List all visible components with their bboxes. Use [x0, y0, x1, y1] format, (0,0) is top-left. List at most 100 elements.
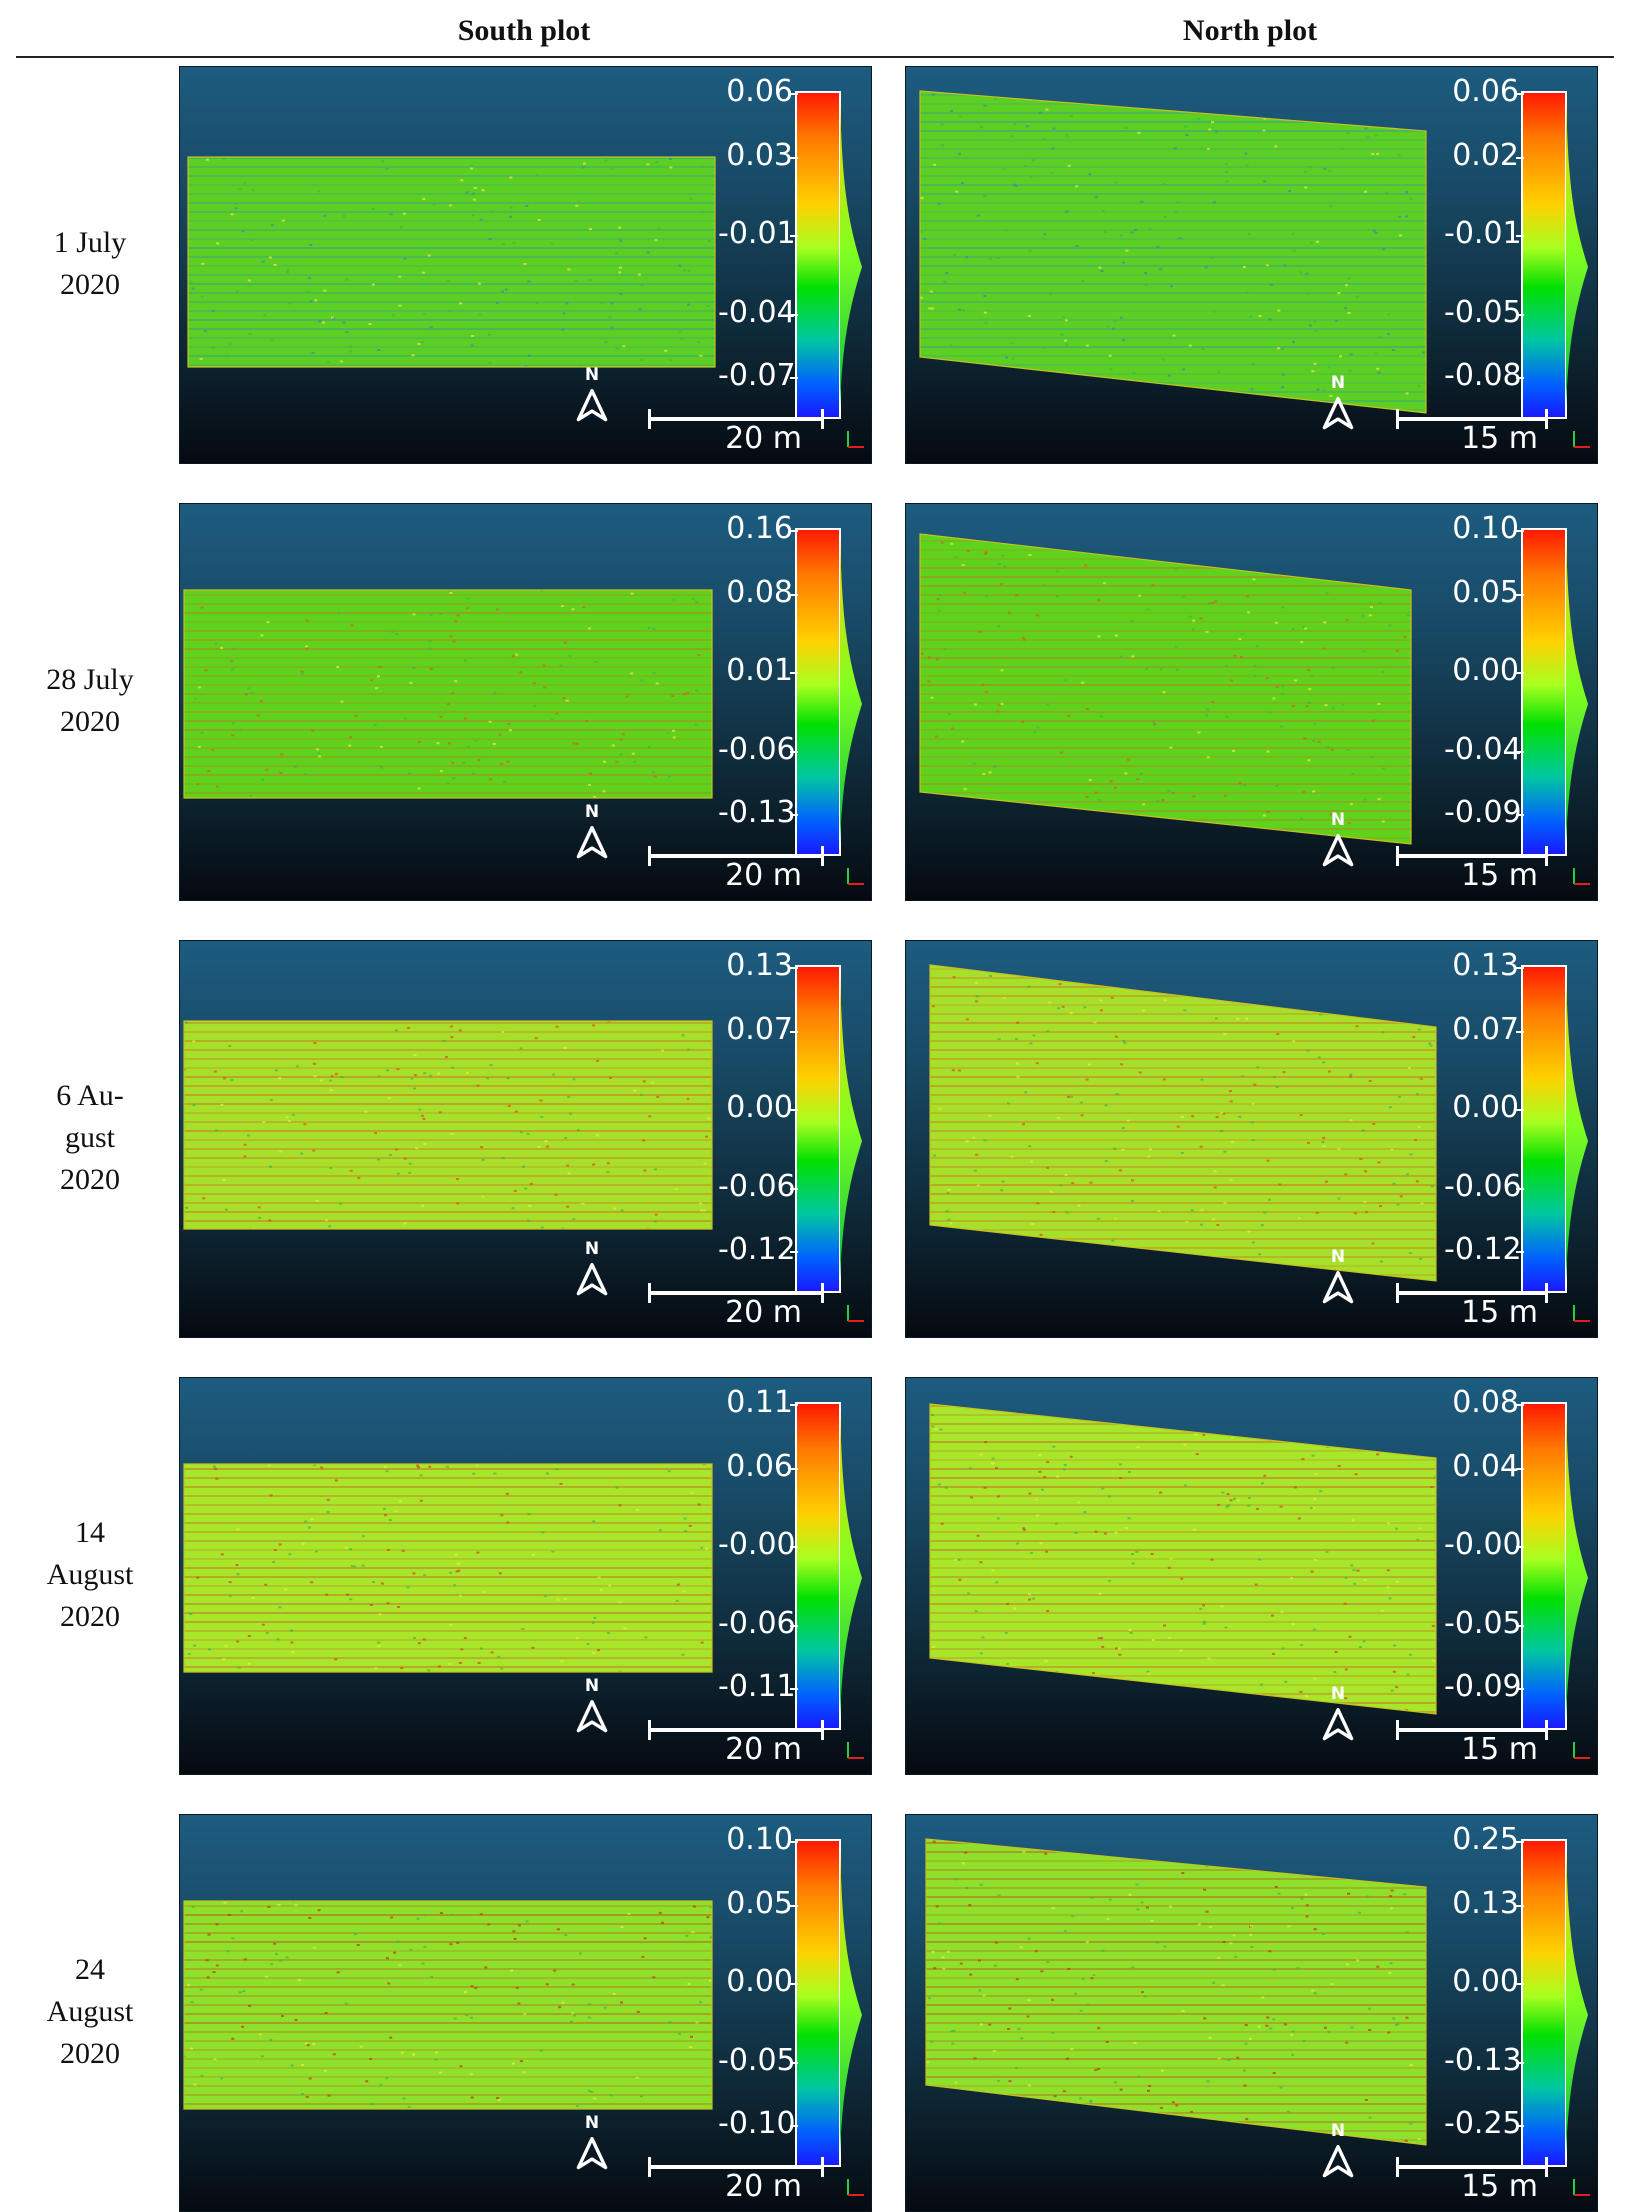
- north-arrow-icon: [572, 389, 612, 423]
- colorbar-tick-label: 0.04: [1444, 1450, 1519, 1484]
- colorbar-tick-mark: [790, 1841, 798, 1843]
- colorbar-histogram: [1566, 1845, 1594, 2155]
- colorbar-tick-label: -0.13: [718, 796, 793, 830]
- axes-icon: [1572, 2177, 1592, 2197]
- colorbar-tick-mark: [1516, 1841, 1524, 1843]
- colorbar-histogram: [1566, 1408, 1594, 1718]
- north-arrow-icon: [572, 2137, 612, 2171]
- colorbar-tick-mark: [1516, 1031, 1524, 1033]
- colorbar-tick-label: 0.08: [1444, 1386, 1519, 1420]
- row-label-line: 6 Au-: [20, 1075, 160, 1117]
- row-label-line: 2020: [20, 701, 160, 743]
- colorbar-tick-label: 0.10: [718, 1823, 793, 1857]
- colorbar-tick-mark: [1516, 93, 1524, 95]
- point-cloud-field: [906, 1378, 1597, 1774]
- colorbar-tick-mark: [1516, 672, 1524, 674]
- scale-bar-label: 15 m: [1446, 421, 1538, 456]
- colorbar-tick-mark: [790, 1109, 798, 1111]
- colorbar-tick-label: 0.13: [718, 949, 793, 983]
- colorbar-tick-mark: [1516, 1546, 1524, 1548]
- colorbar-tick-label: -0.06: [718, 733, 793, 767]
- row-label-line: 28 July: [20, 659, 160, 701]
- colorbar-tick-label: 0.07: [1444, 1013, 1519, 1047]
- colorbar-tick-mark: [790, 1688, 798, 1690]
- row-label-line: 2020: [20, 264, 160, 306]
- colorbar-tick-mark: [790, 1546, 798, 1548]
- colorbar-tick-mark: [790, 1031, 798, 1033]
- colorbar-tick-mark: [1516, 1251, 1524, 1253]
- colorbar-tick-label: -0.08: [1444, 359, 1519, 393]
- colorbar-tick-label: 0.16: [718, 512, 793, 546]
- colorbar-tick-label: 0.10: [1444, 512, 1519, 546]
- colorbar-tick-label: -0.01: [718, 217, 793, 251]
- colorbar: [1521, 965, 1567, 1293]
- colorbar-tick-label: 0.01: [718, 654, 793, 688]
- axes-icon: [846, 1740, 866, 1760]
- colorbar-tick-mark: [1516, 814, 1524, 816]
- north-label: N: [572, 365, 612, 385]
- header-rule: [16, 56, 1614, 58]
- colorbar-tick-label: 0.05: [718, 1887, 793, 1921]
- scale-bar-label: 15 m: [1446, 2169, 1538, 2204]
- scale-bar-label: 20 m: [710, 1295, 802, 1330]
- colorbar-tick-label: 0.05: [1444, 576, 1519, 610]
- colorbar: [795, 965, 841, 1293]
- scale-bar-label: 20 m: [710, 1732, 802, 1767]
- axes-icon: [1572, 866, 1592, 886]
- colorbar-tick-label: -0.05: [718, 2044, 793, 2078]
- colorbar-tick-mark: [790, 1625, 798, 1627]
- colorbar-tick-label: -0.12: [718, 1233, 793, 1267]
- axes-icon: [1572, 1740, 1592, 1760]
- colorbar-tick-label: -0.09: [1444, 1670, 1519, 1704]
- north-arrow-icon: [572, 1700, 612, 1734]
- colorbar-tick-mark: [790, 1188, 798, 1190]
- colorbar-tick-label: 0.07: [718, 1013, 793, 1047]
- north-arrow-icon: [1318, 834, 1358, 868]
- column-header-south: South plot: [174, 14, 874, 48]
- colorbar-tick-mark: [1516, 1905, 1524, 1907]
- north-arrow-icon: [1318, 397, 1358, 431]
- colorbar-histogram: [840, 97, 868, 407]
- colorbar-tick-mark: [1516, 2062, 1524, 2064]
- colorbar: [795, 528, 841, 856]
- colorbar-tick-label: -0.00: [1444, 1528, 1519, 1562]
- point-cloud-field: [180, 1815, 871, 2211]
- colorbar-tick-label: 0.00: [718, 1091, 793, 1125]
- colorbar-tick-mark: [790, 93, 798, 95]
- colorbar-tick-mark: [790, 814, 798, 816]
- axes-icon: [1572, 429, 1592, 449]
- colorbar-tick-mark: [1516, 314, 1524, 316]
- scale-bar-label: 15 m: [1446, 858, 1538, 893]
- colorbar-tick-mark: [1516, 594, 1524, 596]
- colorbar: [1521, 91, 1567, 419]
- axes-icon: [846, 429, 866, 449]
- colorbar-tick-mark: [790, 751, 798, 753]
- north-label: N: [1318, 373, 1358, 393]
- row-label-line: 2020: [20, 1596, 160, 1638]
- north-arrow-icon: [1318, 2145, 1358, 2179]
- colorbar: [795, 1839, 841, 2167]
- colorbar-tick-label: 0.25: [1444, 1823, 1519, 1857]
- row-label-line: 24: [20, 1949, 160, 1991]
- north-arrow-icon: [1318, 1708, 1358, 1742]
- column-header-north: North plot: [900, 14, 1600, 48]
- scale-bar-label: 15 m: [1446, 1732, 1538, 1767]
- colorbar-tick-mark: [790, 1905, 798, 1907]
- colorbar-tick-label: -0.10: [718, 2107, 793, 2141]
- scale-bar-label: 20 m: [710, 421, 802, 456]
- colorbar-tick-mark: [1516, 751, 1524, 753]
- axes-icon: [846, 866, 866, 886]
- row-label-line: 1 July: [20, 222, 160, 264]
- colorbar-tick-label: 0.13: [1444, 949, 1519, 983]
- colorbar-tick-mark: [790, 1468, 798, 1470]
- scale-bar-label: 20 m: [710, 2169, 802, 2204]
- point-cloud-field: [906, 67, 1597, 463]
